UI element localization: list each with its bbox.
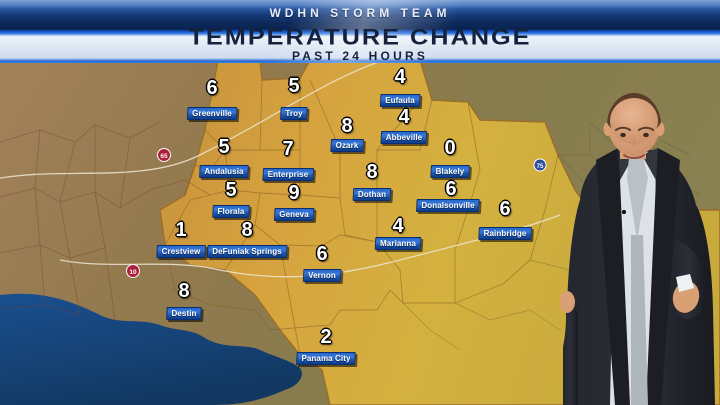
svg-text:10: 10: [129, 269, 137, 276]
svg-text:75: 75: [537, 164, 544, 170]
svg-text:65: 65: [160, 153, 168, 160]
